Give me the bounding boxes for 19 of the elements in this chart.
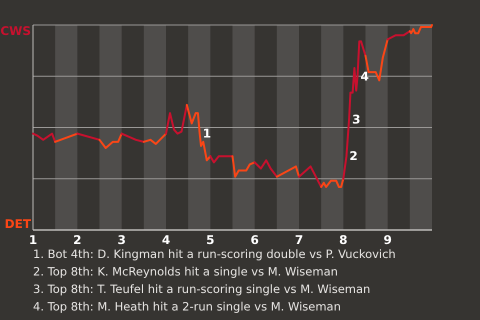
x-tick-label: 7	[294, 233, 304, 247]
x-tick-label: 4	[162, 233, 170, 247]
x-tick-label: 8	[339, 233, 348, 247]
text: 4. Top 8th: M. Heath hit a 2-run single vs M. Wiseman	[33, 300, 341, 314]
x-tick-label: 1	[28, 233, 38, 247]
text: 1. Bot 4th: D. Kingman hit a run-scoring double vs P. Vuckovich	[33, 247, 396, 261]
annotation: 4	[360, 69, 369, 84]
x-tick-label: 2	[73, 233, 82, 247]
text: 2. Top 8th: K. McReynolds hit a single vs M. Wiseman	[33, 264, 338, 278]
text: 3. Top 8th: T. Teufel hit a run-scoring single vs M. Wiseman	[33, 282, 370, 296]
annotation: 3	[352, 112, 360, 126]
text: CWS	[0, 24, 31, 38]
x-tick-label: 6	[250, 233, 259, 247]
x-tick-label: 9	[383, 233, 392, 247]
annotation: 1	[202, 126, 212, 141]
x-tick-label: 5	[206, 233, 215, 247]
text: DET	[4, 217, 32, 231]
annotation: 2	[349, 149, 358, 164]
x-tick-label: 3	[117, 233, 126, 247]
